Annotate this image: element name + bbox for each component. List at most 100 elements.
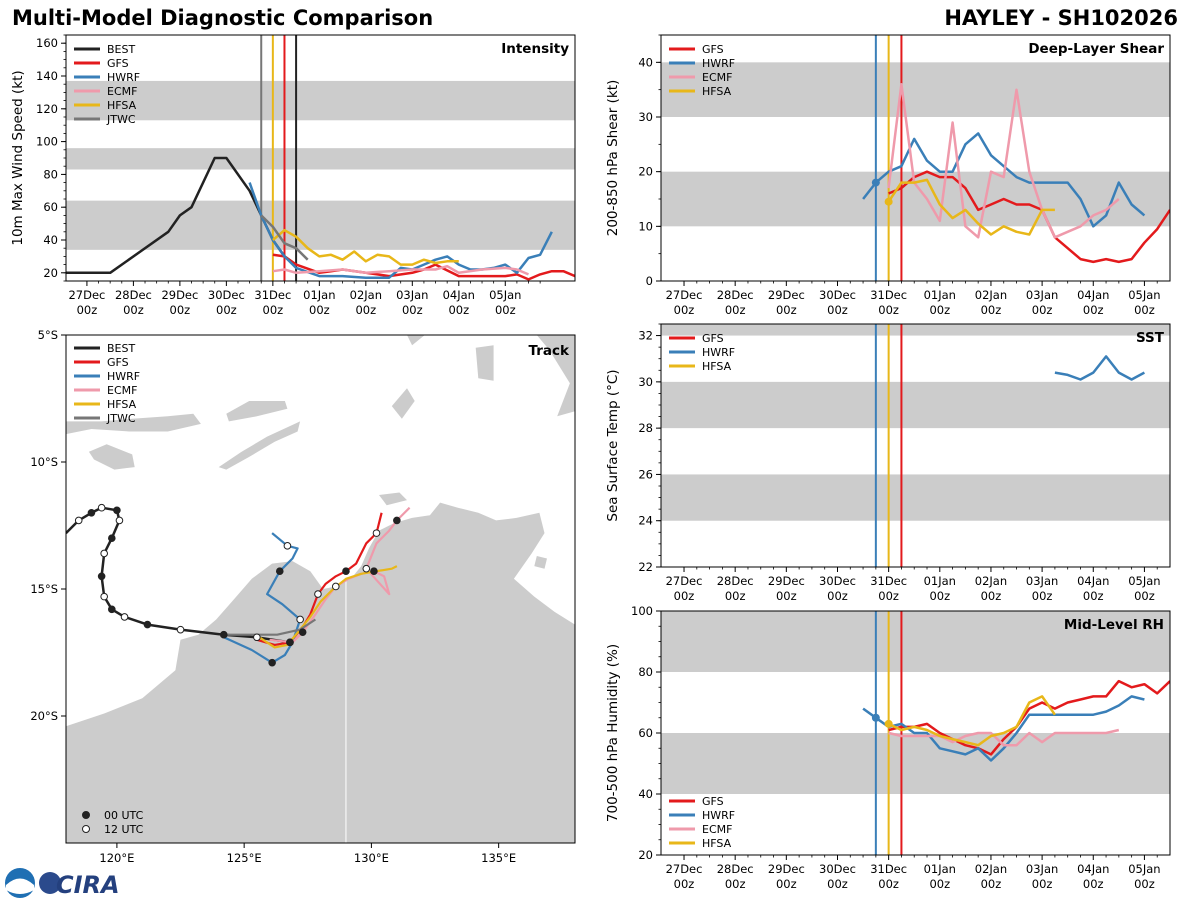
marker-00utc <box>342 567 350 576</box>
x-tick-label-hour: 00z <box>170 303 191 317</box>
lat-tick-label: 15°S <box>30 582 58 596</box>
x-tick-label: 05Jan <box>1128 862 1160 876</box>
marker-12utc <box>115 516 124 525</box>
plot-area <box>66 35 575 281</box>
figure-title: Multi-Model Diagnostic Comparison <box>12 6 434 30</box>
plot-area <box>661 324 1170 567</box>
tiwi-landmass <box>379 492 407 506</box>
x-tick-label: 28Dec <box>115 288 152 302</box>
chart-rh: 2040608010027Dec00z28Dec00z29Dec00z30Dec… <box>605 604 1171 891</box>
legend-label-gfs: GFS <box>702 795 724 808</box>
series-gfs <box>888 170 1170 264</box>
x-tick-label: 03Jan <box>396 288 428 302</box>
x-tick-label: 05Jan <box>489 288 521 302</box>
x-tick-label: 02Jan <box>350 288 382 302</box>
marker-12utc <box>100 549 108 558</box>
marker-00utc <box>108 605 116 614</box>
x-tick-label-hour: 00z <box>929 303 950 317</box>
x-tick-label-hour: 00z <box>725 589 746 603</box>
panel-title: Track <box>529 343 570 359</box>
x-tick-label-hour: 00z <box>725 303 746 317</box>
x-tick-label-hour: 00z <box>1134 303 1155 317</box>
lon-tick-label: 125°E <box>227 851 262 865</box>
x-tick-label: 03Jan <box>1026 288 1058 302</box>
intensity-band <box>661 611 1170 672</box>
chart-shear: 01020304027Dec00z28Dec00z29Dec00z30Dec00… <box>605 34 1171 317</box>
x-tick-label-hour: 00z <box>263 303 284 317</box>
marker-12utc <box>100 592 108 601</box>
x-tick-label-hour: 00z <box>495 303 516 317</box>
marker-00utc <box>87 509 96 517</box>
x-tick-label: 27Dec <box>666 288 703 302</box>
x-tick-label-hour: 00z <box>981 877 1002 891</box>
y-tick-label: 40 <box>638 55 653 69</box>
legend-label-jtwc: JTWC <box>106 113 136 126</box>
series-ecmf <box>272 264 529 276</box>
y-tick-label: 26 <box>638 467 653 481</box>
legend-label-12utc: 12 UTC <box>104 823 144 836</box>
y-tick-label: 100 <box>36 135 58 149</box>
x-tick-label-hour: 00z <box>1032 303 1053 317</box>
series-gfs <box>888 679 1170 756</box>
legend-label-hwrf: HWRF <box>702 809 735 822</box>
init-dot-hwrf <box>871 713 880 722</box>
marker-12utc <box>314 590 322 598</box>
legend-label-best: BEST <box>107 342 135 355</box>
x-tick-label-hour: 00z <box>1032 589 1053 603</box>
marker-00utc <box>370 567 378 576</box>
x-tick-label: 28Dec <box>717 574 754 588</box>
flores-landmass <box>66 413 201 435</box>
x-tick-label-hour: 00z <box>981 303 1002 317</box>
legend-label-00utc: 00 UTC <box>104 809 144 822</box>
marker-12utc <box>283 542 292 550</box>
legend-label-gfs: GFS <box>107 57 129 70</box>
marker-00utc <box>393 516 401 525</box>
x-tick-label: 05Jan <box>1128 288 1160 302</box>
series-jtwc <box>260 214 309 261</box>
marker-00utc <box>219 630 228 639</box>
storm-name: HAYLEY - SH102026 <box>944 6 1178 30</box>
legend-label-ecmf: ECMF <box>702 823 732 836</box>
x-tick-label: 31Dec <box>870 288 907 302</box>
australia-landmass <box>66 502 575 843</box>
x-tick-label: 01Jan <box>924 288 956 302</box>
y-tick-label: 60 <box>638 726 653 740</box>
intensity-band <box>661 171 1170 227</box>
legend-label-hfsa: HFSA <box>107 398 137 411</box>
globe-icon <box>39 872 61 894</box>
lat-tick-label: 10°S <box>30 455 58 469</box>
legend-label-best: BEST <box>107 43 135 56</box>
legend-label-hfsa: HFSA <box>107 99 137 112</box>
intensity-band <box>66 80 575 121</box>
y-tick-label: 120 <box>36 102 58 116</box>
series-ecmf <box>888 728 1120 747</box>
tanimbar-landmass <box>391 388 415 419</box>
intensity-band <box>66 200 575 250</box>
x-tick-label: 29Dec <box>768 574 805 588</box>
marker-12utc <box>362 564 371 573</box>
x-tick-label-hour: 00z <box>878 303 899 317</box>
lon-tick-label: 120°E <box>99 851 134 865</box>
y-tick-label: 30 <box>638 375 653 389</box>
series-hfsa <box>272 228 459 266</box>
plot-frame <box>660 323 1171 568</box>
intensity-band <box>661 474 1170 521</box>
x-tick-label: 02Jan <box>975 862 1007 876</box>
legend-label-hwrf: HWRF <box>107 71 140 84</box>
x-tick-label: 03Jan <box>1026 862 1058 876</box>
y-tick-label: 0 <box>646 274 653 288</box>
x-tick-label-hour: 00z <box>1134 589 1155 603</box>
chart-sst: 22242628303227Dec00z28Dec00z29Dec00z30De… <box>605 323 1171 603</box>
panel-title: Mid-Level RH <box>1064 617 1164 633</box>
marker-12utc <box>296 615 304 624</box>
marker-00utc <box>275 567 284 576</box>
x-tick-label-hour: 00z <box>674 589 695 603</box>
x-tick-label: 04Jan <box>1077 574 1109 588</box>
x-tick-label: 04Jan <box>443 288 475 302</box>
y-tick-label: 28 <box>638 421 653 435</box>
legend-label-gfs: GFS <box>702 332 724 345</box>
marker-00utc <box>298 628 307 636</box>
marker-12utc <box>331 582 340 591</box>
chart-track: 120°E 125°E 130°E 135°E 5°S 10°S 15°S 20°S Track… <box>30 328 576 865</box>
